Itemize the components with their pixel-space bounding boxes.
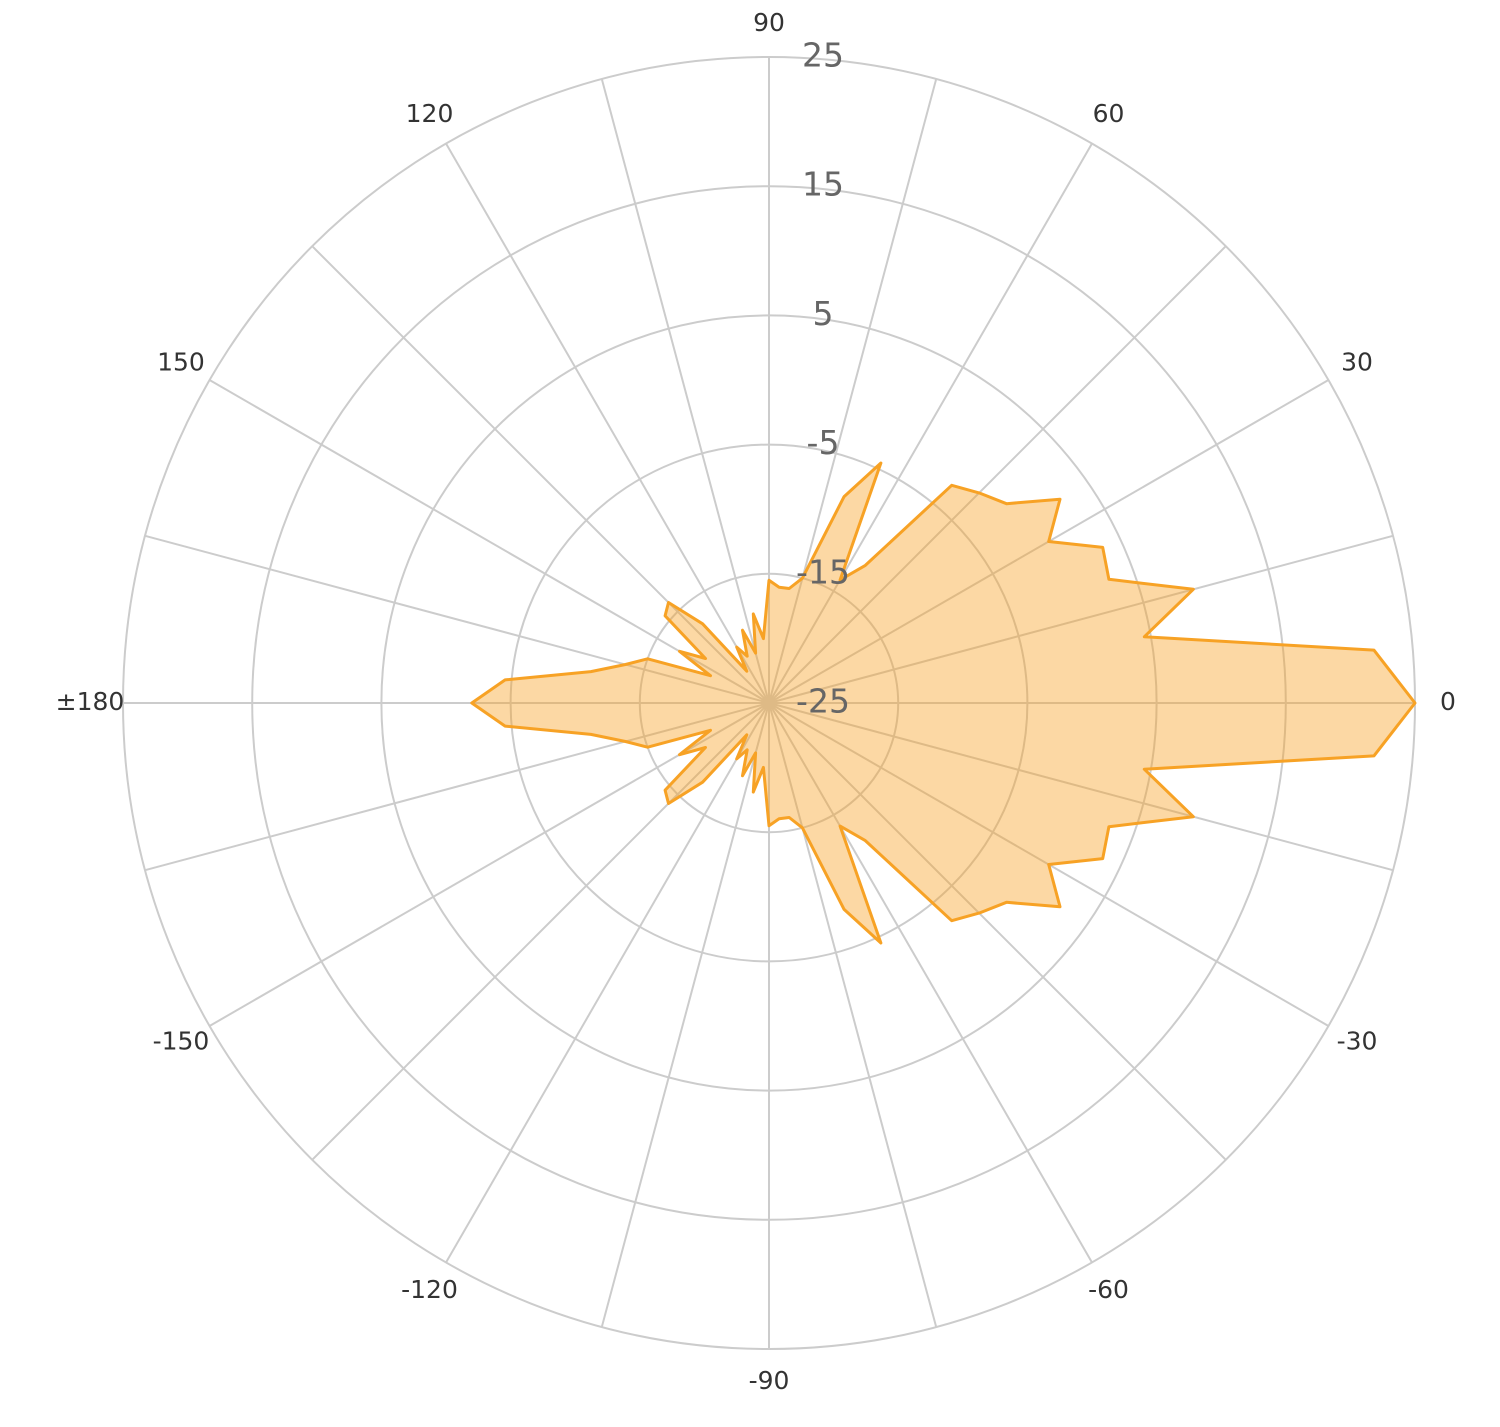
angle-tick-label: 120 bbox=[406, 99, 454, 128]
radial-tick-label: 15 bbox=[802, 165, 844, 204]
grid-spoke bbox=[209, 379, 770, 704]
pattern-area bbox=[470, 461, 1417, 945]
angle-tick-label: ±180 bbox=[56, 687, 125, 716]
angle-tick-label: 30 bbox=[1341, 348, 1373, 377]
angle-tick-label: 90 bbox=[753, 8, 785, 37]
grid-spoke bbox=[600, 702, 770, 1328]
grid-spoke bbox=[768, 702, 1093, 1263]
grid-spoke bbox=[144, 702, 770, 872]
radial-tick-label: -25 bbox=[796, 682, 850, 721]
radial-tick-label: 5 bbox=[813, 294, 834, 333]
radial-tick-label: -5 bbox=[807, 423, 840, 462]
grid-spoke bbox=[768, 143, 1093, 704]
radial-tick-label: 25 bbox=[802, 36, 844, 75]
radial-tick-label: -15 bbox=[796, 552, 850, 591]
angle-tick-label: -90 bbox=[749, 1366, 790, 1395]
grid-spoke bbox=[768, 534, 1394, 704]
angle-tick-label: -30 bbox=[1337, 1027, 1378, 1056]
grid-spoke bbox=[768, 78, 938, 704]
angle-tick-label: 60 bbox=[1093, 99, 1125, 128]
angle-tick-label: -60 bbox=[1088, 1275, 1129, 1304]
grid-spoke bbox=[768, 702, 1227, 1161]
grid-spoke bbox=[445, 702, 770, 1263]
grid-spoke bbox=[768, 245, 1227, 704]
angle-tick-label: -150 bbox=[153, 1027, 210, 1056]
grid-spoke bbox=[600, 78, 770, 704]
angle-tick-label: 150 bbox=[157, 348, 205, 377]
angle-tick-label: 0 bbox=[1440, 687, 1456, 716]
grid-spoke bbox=[311, 245, 770, 704]
grid-spoke bbox=[209, 702, 770, 1027]
grid-spoke bbox=[768, 702, 938, 1328]
grid-spoke bbox=[144, 534, 770, 704]
grid-spoke bbox=[311, 702, 770, 1161]
grid-spoke bbox=[768, 702, 1394, 872]
grid-spoke bbox=[445, 143, 770, 704]
angle-tick-label: -120 bbox=[401, 1275, 458, 1304]
